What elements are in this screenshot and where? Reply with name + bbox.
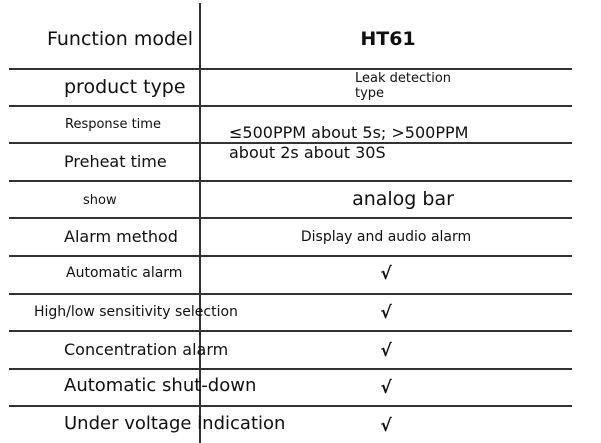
row-divider xyxy=(9,293,572,295)
row-value: ≤500PPM about 5s; >500PPM xyxy=(229,123,469,142)
header-label: Function model xyxy=(47,28,194,50)
row-value: Display and audio alarm xyxy=(300,229,472,245)
row-divider xyxy=(9,142,572,144)
row-label: Alarm method xyxy=(64,227,178,246)
row-label: Under voltage indication xyxy=(64,413,286,434)
row-value: about 2s about 30S xyxy=(229,143,386,162)
row-label: show xyxy=(83,193,117,208)
row-divider xyxy=(9,330,572,332)
model-name: HT61 xyxy=(360,28,416,50)
column-divider xyxy=(199,3,201,443)
row-divider xyxy=(9,105,572,107)
check-mark-icon: √ xyxy=(380,341,392,361)
row-divider xyxy=(9,180,572,182)
row-divider xyxy=(9,68,572,70)
row-divider xyxy=(9,255,572,257)
check-mark-icon: √ xyxy=(380,378,392,398)
check-mark-icon: √ xyxy=(380,303,392,323)
row-divider xyxy=(9,217,572,219)
check-mark-icon: √ xyxy=(380,416,392,436)
row-label: Automatic shut-down xyxy=(64,375,257,396)
row-label: High/low sensitivity selection xyxy=(34,304,238,320)
row-divider xyxy=(9,405,572,407)
row-label: Response time xyxy=(65,117,161,132)
row-value: Leak detection type xyxy=(355,71,452,101)
row-label: Automatic alarm xyxy=(66,265,183,281)
row-label: Concentration alarm xyxy=(64,340,229,359)
row-label: product type xyxy=(64,76,186,98)
row-label: Preheat time xyxy=(64,152,167,171)
row-divider xyxy=(9,368,572,370)
check-mark-icon: √ xyxy=(380,264,392,284)
row-value: analog bar xyxy=(352,188,454,210)
